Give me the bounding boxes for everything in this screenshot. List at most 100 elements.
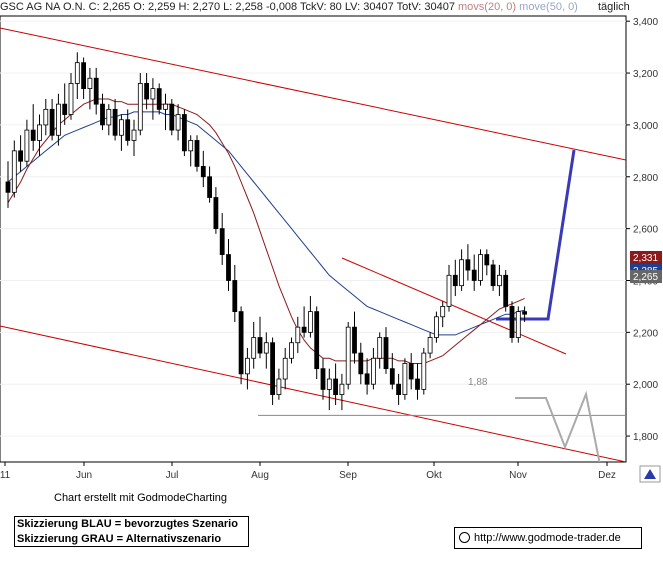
candle-body — [377, 337, 383, 359]
candle-body — [5, 181, 11, 193]
quote-text: GSC AG NA O.N. C: 2,265 O: 2,259 H: 2,27… — [0, 1, 455, 13]
candle-body — [503, 274, 509, 307]
candle — [427, 332, 433, 359]
last-value-box: 2,265 — [630, 270, 662, 283]
candle-body — [490, 264, 496, 287]
y-axis: 1,8002,0002,2002,4002,6002,8003,0003,200… — [626, 17, 658, 443]
candle — [200, 150, 206, 188]
candle-body — [440, 306, 446, 318]
candle-body — [37, 124, 42, 141]
candle — [238, 306, 244, 385]
candle-body — [402, 363, 408, 395]
candle — [93, 67, 99, 115]
candle — [490, 259, 496, 291]
candle-body — [282, 357, 288, 380]
candle — [226, 239, 231, 291]
candle — [244, 347, 250, 390]
ma50-legend: move(50, 0) — [519, 1, 578, 13]
candle — [181, 109, 187, 157]
candle-body — [496, 274, 502, 287]
candle-body — [364, 373, 370, 385]
candle — [484, 249, 490, 276]
candle — [408, 353, 414, 390]
candle — [100, 93, 105, 131]
candle-body — [226, 254, 231, 281]
candle — [188, 135, 194, 167]
candle-body — [452, 274, 458, 287]
y-tick-label: 3,400 — [633, 17, 658, 28]
y-tick-label: 1,800 — [633, 432, 658, 443]
candle — [131, 119, 137, 157]
candle-body — [257, 337, 263, 354]
zoom-icon[interactable] — [639, 465, 661, 483]
candle-body — [427, 337, 433, 354]
candle-body — [200, 165, 206, 178]
candle — [251, 321, 257, 369]
candle-body — [509, 306, 515, 338]
y-tick-label: 2,000 — [633, 380, 658, 391]
x-tick-label: Dez — [598, 470, 616, 481]
candle-body — [446, 274, 452, 307]
x-tick-label: Okt — [426, 470, 442, 481]
candle-body — [219, 228, 225, 255]
candle — [282, 347, 288, 390]
candle — [307, 296, 313, 338]
candle — [440, 301, 446, 328]
candle — [106, 104, 112, 136]
candle — [421, 347, 427, 395]
candle-body — [163, 103, 168, 110]
candle-body — [56, 103, 61, 136]
candle-body — [433, 316, 439, 338]
candle — [522, 306, 527, 322]
last-value-label: 2,265 — [633, 272, 658, 283]
candle — [396, 373, 402, 405]
candle-body — [301, 326, 307, 333]
last-value-label: 2,331 — [633, 253, 658, 264]
period-label: täglich — [598, 1, 630, 13]
candle-body — [383, 337, 389, 370]
candle — [62, 83, 68, 125]
candle — [333, 363, 339, 405]
candle-body — [137, 83, 143, 131]
x-tick-label: Jul — [166, 470, 179, 481]
candle — [112, 98, 118, 141]
candle-body — [471, 269, 477, 281]
candle-body — [320, 368, 326, 390]
candle — [49, 98, 55, 141]
candle-body — [478, 254, 483, 281]
candle — [175, 104, 181, 141]
candle — [364, 358, 370, 395]
candle-body — [263, 342, 269, 354]
candle — [219, 213, 225, 265]
candle-body — [150, 88, 156, 100]
candle — [433, 311, 439, 343]
candle-body — [465, 259, 471, 271]
candle-body — [484, 254, 490, 266]
candle — [471, 254, 477, 291]
candle-body — [156, 88, 162, 110]
candle — [496, 264, 502, 297]
candle — [163, 93, 168, 131]
candle — [345, 321, 351, 390]
website-link[interactable]: http://www.godmode-trader.de — [454, 527, 642, 549]
candle — [74, 52, 80, 99]
candle-body — [213, 197, 219, 230]
candle-body — [49, 108, 55, 136]
last-value-bg — [630, 251, 662, 264]
candle-body — [232, 280, 238, 313]
candle — [503, 270, 509, 312]
ma20-legend: movs(20, 0) — [458, 1, 517, 13]
candle — [125, 109, 131, 146]
candle — [37, 114, 42, 157]
candle-body — [522, 311, 527, 315]
candle-body — [169, 103, 175, 131]
candle-body — [181, 114, 187, 152]
y-tick-label: 2,200 — [633, 328, 658, 339]
legend-grey: Skizzierung GRAU = Alternativszenario — [17, 533, 222, 545]
scenario-legend: Skizzierung BLAU = bevorzugtes Szenario … — [14, 516, 249, 547]
candle — [383, 327, 389, 374]
candle-body — [408, 363, 414, 380]
candle — [150, 78, 156, 120]
candle-body — [87, 77, 93, 90]
candle-body — [188, 140, 194, 152]
